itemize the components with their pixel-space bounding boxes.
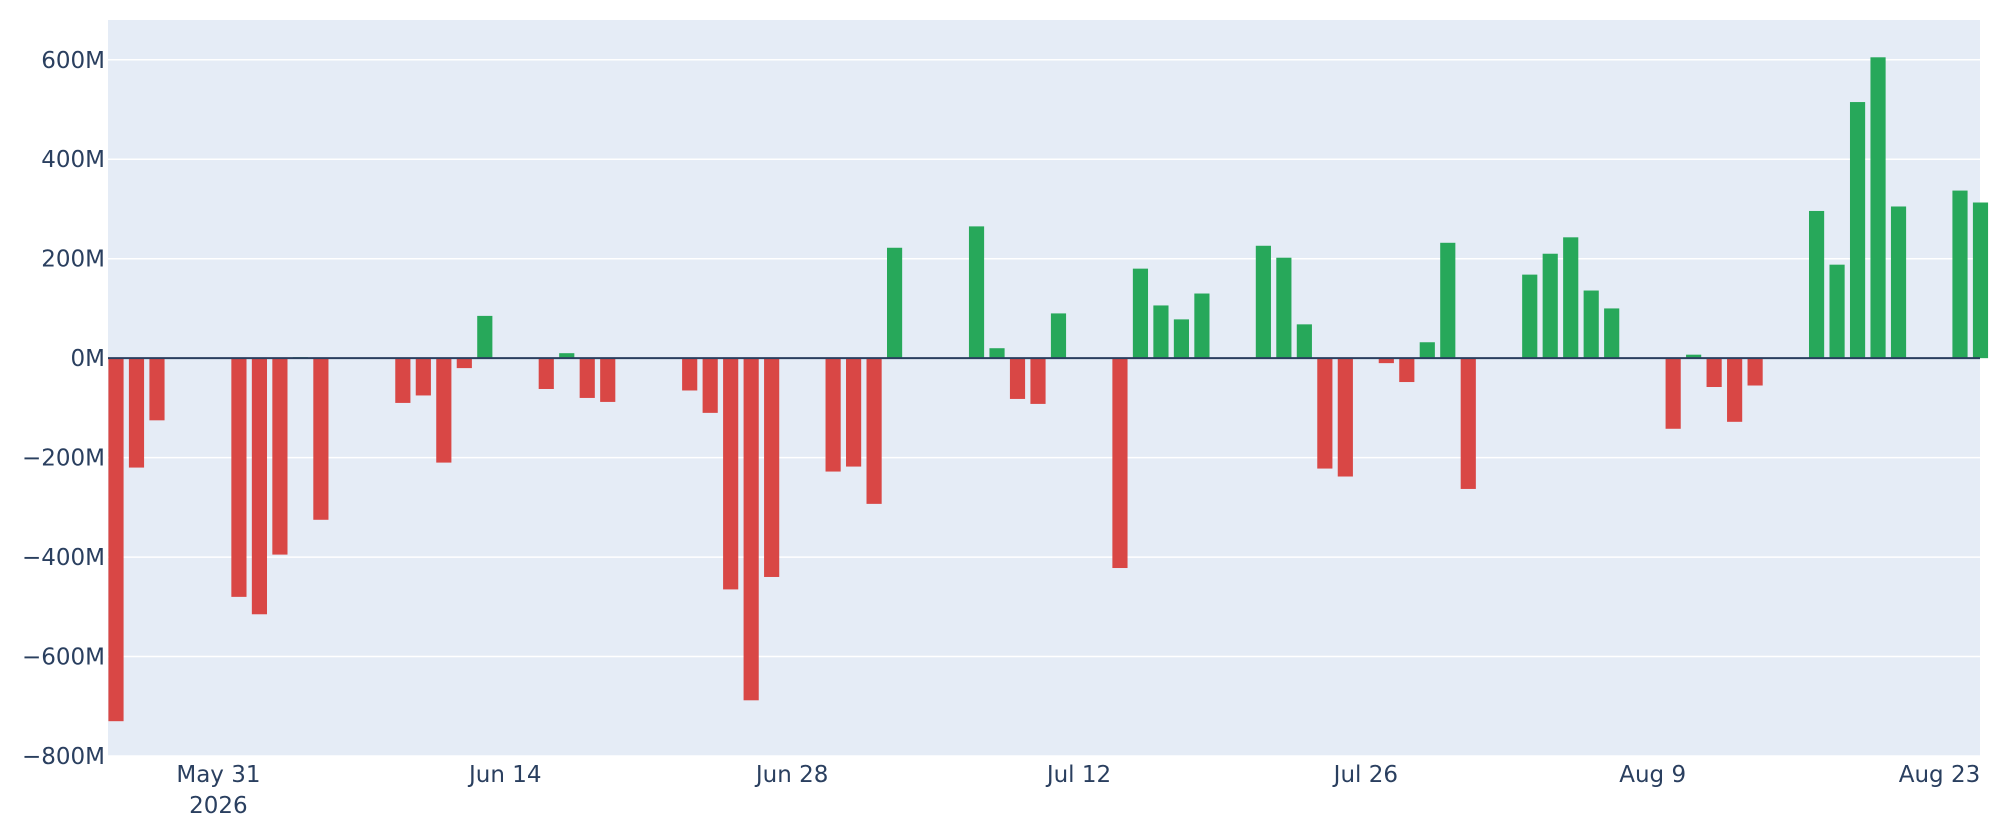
x-tick-label: Jun 14 — [467, 762, 542, 788]
bar-positive — [1276, 257, 1292, 359]
x-tick-label: May 31 — [176, 762, 260, 788]
bar-negative — [231, 358, 247, 597]
bar-negative — [272, 358, 288, 555]
y-tick-label: −800M — [22, 744, 105, 770]
bar-positive — [1583, 290, 1599, 359]
x-tick-label: Jul 12 — [1045, 762, 1111, 788]
bar-negative — [108, 358, 124, 722]
bar-positive — [477, 315, 493, 359]
bar-positive — [1132, 268, 1149, 359]
bar-negative — [579, 358, 595, 398]
bar-negative — [702, 358, 718, 413]
bar-negative — [1317, 358, 1333, 469]
bar-positive — [1194, 293, 1210, 359]
bar-negative — [538, 358, 554, 389]
bar-negative — [743, 358, 759, 701]
bar-positive — [1563, 237, 1579, 359]
y-tick-label: −400M — [22, 545, 105, 571]
bars — [108, 57, 1989, 722]
bar-positive — [1050, 313, 1067, 359]
x-tick-label: Jun 28 — [754, 762, 829, 788]
bar-negative — [682, 358, 698, 391]
bar-negative — [1030, 358, 1046, 404]
bar-positive — [1890, 206, 1907, 359]
y-tick-label: 200M — [41, 247, 105, 273]
bar-positive — [968, 226, 985, 359]
bar-positive — [1604, 308, 1620, 359]
bar-negative — [456, 358, 472, 369]
bar-negative — [149, 358, 165, 421]
y-tick-label: −600M — [22, 645, 105, 671]
bar-positive — [886, 247, 903, 359]
bar-positive — [1849, 102, 1866, 359]
bar-negative — [1337, 358, 1353, 477]
bar-positive — [1153, 305, 1169, 359]
bar-negative — [764, 358, 780, 577]
bar-positive — [1542, 253, 1558, 359]
bar-negative — [1009, 358, 1026, 399]
bar-negative — [395, 358, 411, 403]
y-tick-label: 600M — [41, 48, 105, 74]
y-tick-label: −200M — [22, 446, 105, 472]
x-tick-label: Jul 26 — [1332, 762, 1398, 788]
bar-negative — [723, 358, 739, 590]
bar-positive — [1296, 324, 1312, 359]
bar-negative — [825, 358, 841, 472]
bar-positive — [989, 348, 1005, 359]
bar-negative — [1706, 358, 1722, 388]
bar-negative — [1665, 358, 1681, 429]
bar-positive — [1808, 210, 1825, 359]
bar-negative — [1727, 358, 1743, 422]
bar-negative — [1399, 358, 1415, 383]
bar-negative — [1378, 358, 1394, 364]
x-axis: May 31 2026 Jun 14 Jun 28 Jul 12 Jul 26 Aug 9 A… — [176, 762, 1980, 819]
bar-positive — [1952, 190, 1968, 359]
bar-negative — [846, 358, 862, 467]
x-tick-label: Aug 9 — [1619, 762, 1686, 788]
bar-negative — [313, 358, 329, 520]
bar-positive — [1870, 57, 1886, 359]
bar-negative — [866, 358, 882, 504]
bar-negative — [436, 358, 452, 463]
bar-positive — [1686, 354, 1702, 359]
bar-positive — [1173, 319, 1190, 359]
bar-positive — [1255, 245, 1271, 359]
bar-negative — [1112, 358, 1128, 569]
bar-positive — [1972, 202, 1989, 359]
bar-positive — [1829, 264, 1845, 359]
bar-negative — [1460, 358, 1476, 489]
x-tick-sublabel: 2026 — [189, 793, 248, 819]
bar-negative — [1747, 358, 1763, 386]
bar-negative — [415, 358, 431, 396]
gridlines — [108, 59, 1980, 757]
x-tick-label: Aug 23 — [1899, 762, 1981, 788]
bar-positive — [1419, 342, 1435, 359]
y-axis: 600M 400M 200M 0M −200M −400M −600M −800M — [22, 48, 105, 770]
bar-positive — [1440, 242, 1456, 359]
y-tick-label: 0M — [71, 346, 105, 372]
bar-negative — [251, 358, 268, 615]
bar-negative — [128, 358, 145, 468]
bar-negative — [600, 358, 616, 402]
y-tick-label: 400M — [41, 147, 105, 173]
bar-positive — [1522, 274, 1538, 359]
bar-positive — [559, 353, 575, 359]
